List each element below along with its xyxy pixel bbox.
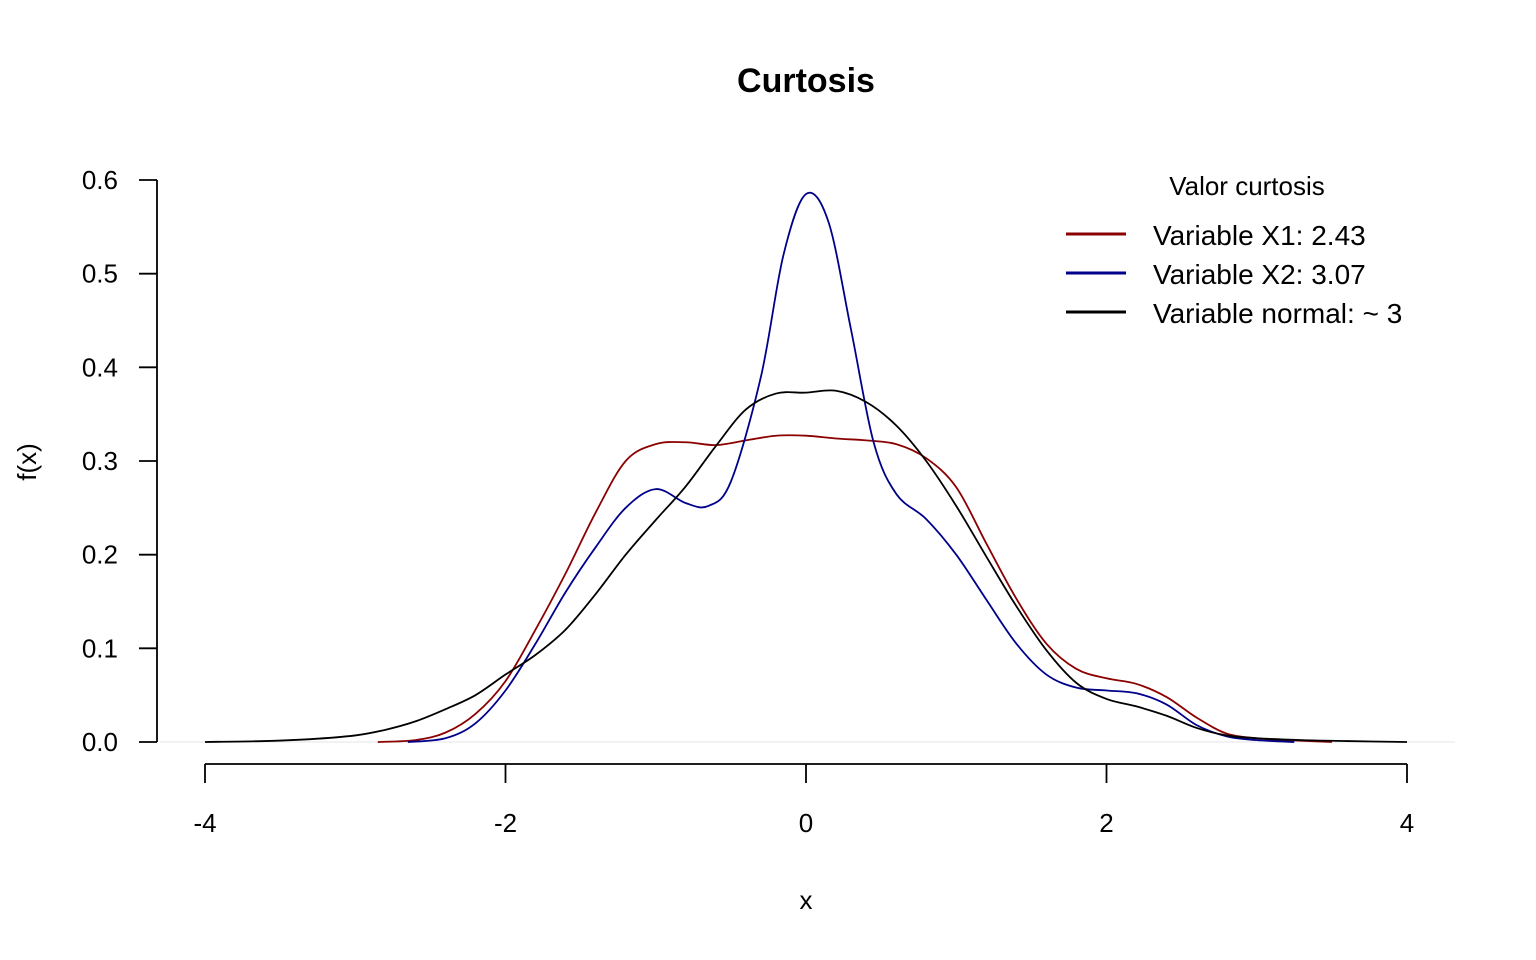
y-tick-label: 0.1 [82,633,118,663]
x-ticks: -4 -2 0 2 4 [193,764,1414,838]
x-tick-label: 4 [1400,808,1414,838]
series-line-1 [407,191,1295,743]
x-tick-label: -2 [494,808,517,838]
y-tick-label: 0.4 [82,352,118,382]
legend: Valor curtosis Variable X1: 2.43 Variabl… [1066,171,1402,329]
series-line-0 [377,434,1332,743]
y-axis-label: f(x) [12,443,42,481]
y-tick-label: 0.3 [82,446,118,476]
y-tick-label: 0.2 [82,540,118,570]
series-line-2 [204,389,1408,743]
chart-title: Curtosis [737,62,875,100]
y-tick-label: 0.0 [82,727,118,757]
x-tick-label: 0 [799,808,813,838]
legend-label-x2: Variable X2: 3.07 [1153,259,1366,290]
series-layer [204,191,1408,743]
legend-entry-x2: Variable X2: 3.07 [1066,259,1366,290]
y-axis: 0.0 0.1 0.2 0.3 0.4 0.5 0.6 [82,165,158,757]
y-tick-label: 0.6 [82,165,118,195]
x-axis: -4 -2 0 2 4 [193,763,1414,838]
x-tick-label: -4 [193,808,216,838]
x-axis-label: x [800,885,813,915]
legend-entry-x1: Variable X1: 2.43 [1066,220,1366,251]
y-tick-label: 0.5 [82,259,118,289]
x-tick-label: 2 [1099,808,1113,838]
legend-title: Valor curtosis [1169,171,1325,201]
legend-label-x1: Variable X1: 2.43 [1153,220,1366,251]
y-ticks: 0.0 0.1 0.2 0.3 0.4 0.5 0.6 [82,165,157,757]
legend-label-normal: Variable normal: ~ 3 [1153,298,1402,329]
legend-entry-normal: Variable normal: ~ 3 [1066,298,1402,329]
